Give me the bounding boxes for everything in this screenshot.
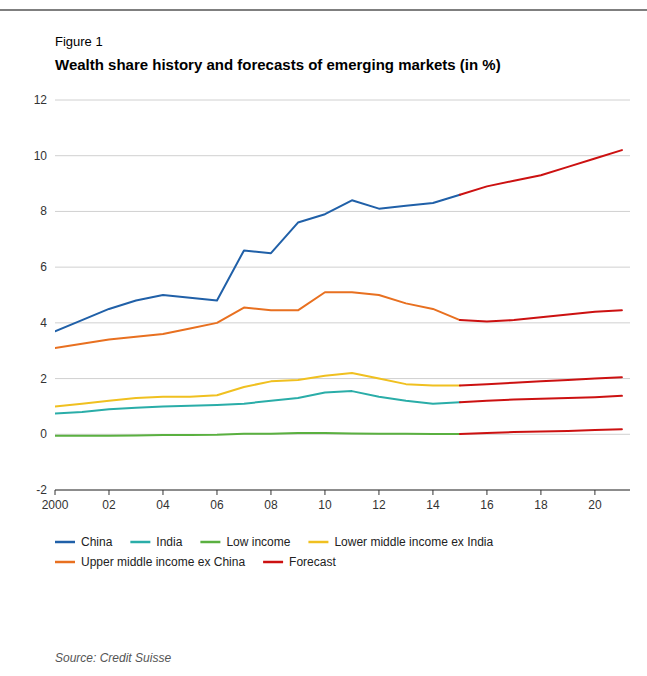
legend-label: India [156,535,182,549]
x-tick-label: 10 [318,498,332,512]
series-line [55,391,460,413]
legend-swatch [55,561,75,564]
grid-line [55,490,630,491]
series-line [460,150,622,195]
x-axis: 2000 02 04 06 08 10 12 14 16 18 20 [42,490,630,512]
x-tick [378,490,379,495]
x-tick-label: 04 [156,498,170,512]
legend-swatch [263,561,283,564]
figure-label: Figure 1 [55,34,103,49]
x-tick [216,490,217,495]
x-tick [55,490,56,495]
legend-item: Lower middle income ex India [308,535,493,549]
series-line [460,396,622,402]
legend-swatch [130,541,150,544]
series-line [460,429,622,434]
legend-item: Low income [200,535,290,549]
series-line [460,377,622,385]
x-tick [108,490,109,495]
y-tick-label: -2 [36,483,47,497]
legend-label: Upper middle income ex China [81,555,245,569]
title: Wealth share history and forecasts of em… [55,56,501,73]
y-tick-label: 6 [40,260,47,274]
x-tick [162,490,163,495]
x-tick-label: 08 [264,498,278,512]
x-tick-label: 16 [480,498,494,512]
x-tick-label: 06 [210,498,224,512]
x-tick-label: 2000 [42,498,69,512]
x-tick-label: 18 [534,498,548,512]
x-tick [486,490,487,495]
legend-swatch [308,541,328,544]
source: Source: Credit Suisse [55,651,171,665]
grid-line [55,434,630,435]
legend-label: China [81,535,113,549]
legend: China India Low income Lower middle income … [55,535,493,569]
x-tick-label: 12 [372,498,386,512]
y-axis: -2 0 2 4 6 8 10 12 [34,93,630,497]
y-tick-label: 10 [34,149,48,163]
legend-swatch [55,541,75,544]
grid-line [55,100,630,101]
legend-swatch [200,541,220,544]
series-line [55,292,460,348]
x-tick [270,490,271,495]
series-line [460,310,622,321]
x-tick-label: 20 [588,498,602,512]
grid-line [55,322,630,323]
y-tick-label: 0 [40,427,47,441]
legend-item: Upper middle income ex China [55,555,245,569]
legend-item: India [130,535,182,549]
y-tick-label: 8 [40,204,47,218]
y-tick-label: 12 [34,93,48,107]
legend-label: Low income [226,535,290,549]
legend-label: Lower middle income ex India [334,535,493,549]
series-line [55,433,460,436]
x-tick-label: 14 [426,498,440,512]
x-tick-label: 02 [102,498,116,512]
x-tick [594,490,595,495]
grid-line [55,155,630,156]
grid-line [55,211,630,212]
x-tick [432,490,433,495]
top-rule [0,9,647,10]
legend-item: China [55,535,113,549]
x-axis-line [55,490,630,491]
chart: Figure 1 Wealth share history and forecas… [0,0,647,676]
x-tick [540,490,541,495]
y-tick-label: 4 [40,316,47,330]
lines [55,150,622,436]
grid-line [55,267,630,268]
grid-line [55,378,630,379]
legend-label: Forecast [289,555,336,569]
legend-item: Forecast [263,555,336,569]
series-line [55,373,460,406]
y-tick-label: 2 [40,372,47,386]
series-line [55,195,460,331]
x-tick [324,490,325,495]
